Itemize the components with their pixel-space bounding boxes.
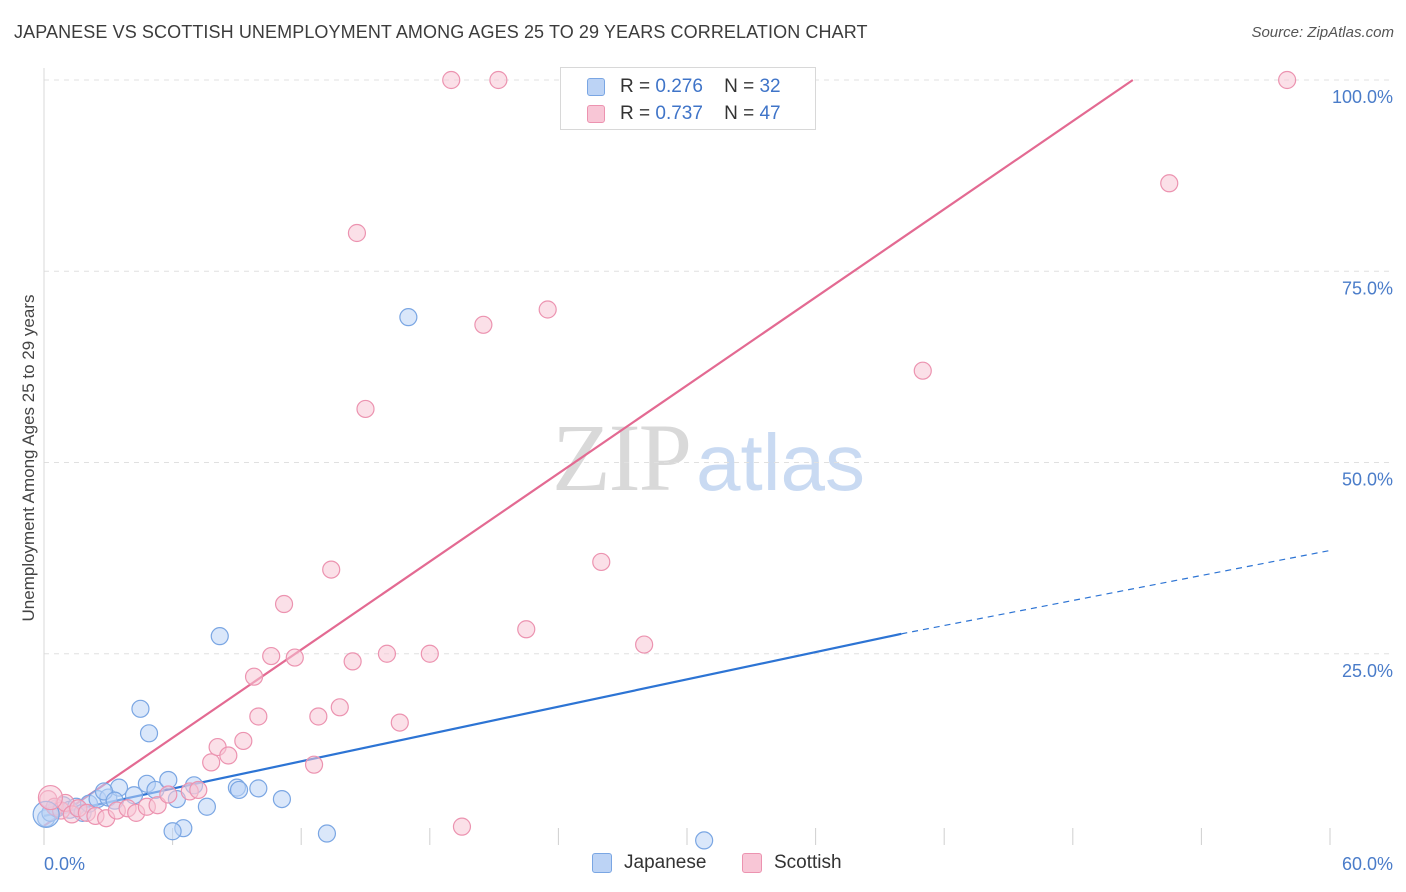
japanese-trend-extension — [901, 549, 1331, 635]
scottish-point — [635, 635, 654, 654]
grid-lines — [43, 68, 1392, 845]
legend-r-label: R = — [620, 103, 651, 124]
bottom-legend-label-scottish: Scottish — [774, 852, 842, 873]
scottish-point — [356, 399, 375, 419]
scottish-point — [148, 796, 167, 815]
scottish-point — [517, 620, 536, 639]
trend-lines — [43, 79, 1331, 827]
scottish-point — [377, 644, 397, 663]
scottish-point — [244, 667, 264, 686]
x-tick-label-max: 60.0% — [1342, 854, 1393, 874]
scottish-point — [219, 746, 238, 765]
japanese-point — [139, 724, 159, 743]
legend-n-value: 47 — [759, 103, 781, 124]
scottish-point — [347, 223, 367, 243]
bottom-legend-swatch-scottish — [742, 853, 762, 873]
correlation-legend: R = 0.276 N = 32 R = 0.737 N = 47 — [560, 67, 816, 130]
y-tick-label: 75.0% — [1342, 278, 1393, 298]
japanese-point — [197, 797, 216, 816]
scottish-point — [592, 552, 611, 572]
scottish-point — [262, 646, 281, 666]
scottish-point — [189, 780, 208, 800]
y-tick-label: 50.0% — [1342, 470, 1393, 490]
legend-r-value: 0.737 — [655, 103, 703, 124]
scottish-point — [913, 361, 932, 380]
x-tick-marks — [43, 828, 1331, 845]
japanese-point — [210, 627, 229, 646]
legend-swatch-japanese — [587, 78, 605, 96]
scottish-point — [343, 652, 362, 671]
legend-swatch-scottish — [587, 105, 605, 123]
scottish-point — [1160, 174, 1179, 193]
scottish-point — [249, 707, 268, 726]
scottish-point — [202, 753, 221, 772]
scottish-point — [309, 707, 328, 726]
japanese-point — [695, 831, 714, 850]
scottish-point — [234, 731, 253, 751]
scottish-trend-line — [43, 79, 1134, 827]
scottish-point — [442, 70, 461, 90]
scottish-point — [452, 817, 472, 836]
bottom-legend-swatch-japanese — [592, 853, 612, 873]
source-credit: Source: ZipAtlas.com — [1251, 24, 1394, 41]
japanese-point — [131, 699, 150, 718]
scottish-point — [159, 785, 178, 804]
japanese-point — [249, 779, 268, 798]
japanese-point — [163, 822, 182, 841]
legend-r-label: R = — [620, 76, 651, 97]
y-tick-label: 100.0% — [1332, 87, 1393, 107]
legend-text-japanese: R = 0.276 N = 32 — [620, 76, 781, 98]
scottish-point — [37, 784, 64, 811]
japanese-point — [399, 308, 418, 327]
scottish-point — [285, 648, 304, 667]
legend-text-scottish: R = 0.737 N = 47 — [620, 103, 781, 125]
bottom-legend-label-japanese: Japanese — [624, 852, 707, 873]
japanese-point — [317, 824, 337, 843]
axis-labels: 25.0% 50.0% 75.0% 100.0% 0.0% 60.0% Unemployme… — [19, 87, 1393, 874]
watermark-zip: ZIP — [552, 404, 692, 511]
japanese-point — [272, 789, 292, 809]
scottish-point — [304, 755, 324, 774]
y-tick-label: 25.0% — [1342, 661, 1393, 681]
scottish-point — [489, 70, 508, 90]
scottish-point — [1278, 70, 1297, 90]
scottish-point — [322, 560, 341, 579]
scottish-point — [274, 594, 294, 614]
y-axis-title: Unemployment Among Ages 25 to 29 years — [19, 295, 38, 622]
scottish-point — [538, 300, 557, 319]
legend-n-label: N = — [724, 103, 755, 124]
legend-n-label: N = — [724, 76, 755, 97]
legend-r-value: 0.276 — [655, 76, 703, 97]
scottish-point — [420, 644, 439, 663]
scottish-point — [390, 713, 409, 732]
japanese-point — [229, 780, 249, 800]
legend-n-value: 32 — [759, 76, 781, 97]
chart-title: JAPANESE VS SCOTTISH UNEMPLOYMENT AMONG … — [14, 22, 868, 42]
x-tick-label-min: 0.0% — [44, 854, 85, 874]
scottish-point — [330, 698, 349, 717]
scottish-point — [474, 315, 493, 334]
data-points — [32, 70, 1297, 850]
